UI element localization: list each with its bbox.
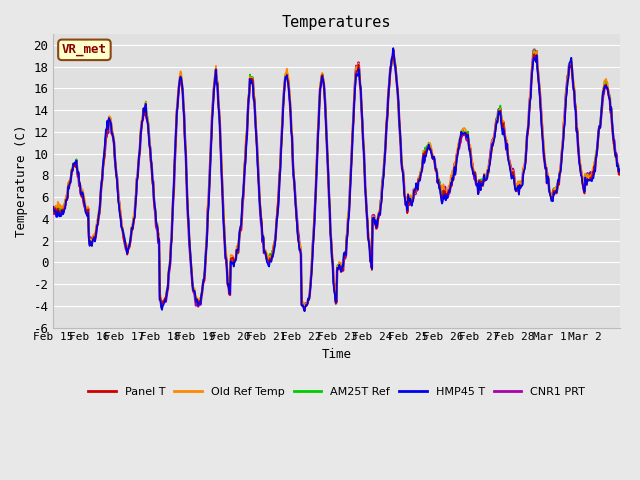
Old Ref Temp [220,219,228,225]
Y-axis label: Temperature (C): Temperature (C) [15,124,28,237]
Old Ref Temp [116,204,124,210]
AM25T Ref [221,233,228,239]
CNR1 PRT [396,130,404,136]
HMP45 T [616,166,624,172]
CNR1 PRT [116,208,124,214]
CNR1 PRT [616,166,624,171]
X-axis label: Time: Time [322,348,352,361]
HMP45 T [248,80,256,86]
CNR1 PRT [428,150,436,156]
AM25T Ref [396,130,404,135]
CNR1 PRT [301,305,308,311]
Legend: Panel T, Old Ref Temp, AM25T Ref, HMP45 T, CNR1 PRT: Panel T, Old Ref Temp, AM25T Ref, HMP45 … [84,383,589,401]
Panel T [49,209,57,215]
Line: AM25T Ref: AM25T Ref [53,50,620,309]
Old Ref Temp [301,304,308,310]
Panel T [269,246,277,252]
Line: Old Ref Temp: Old Ref Temp [53,49,620,307]
AM25T Ref [531,47,538,53]
Old Ref Temp [616,164,624,170]
Title: Temperatures: Temperatures [282,15,392,30]
AM25T Ref [116,208,124,214]
CNR1 PRT [220,227,228,233]
Panel T [248,76,256,82]
AM25T Ref [616,166,624,172]
Old Ref Temp [269,243,277,249]
HMP45 T [397,140,404,145]
CNR1 PRT [49,208,57,214]
Panel T [301,308,308,314]
Old Ref Temp [248,75,256,81]
Panel T [389,47,397,53]
Panel T [116,211,124,217]
CNR1 PRT [269,245,277,251]
AM25T Ref [158,306,166,312]
Old Ref Temp [397,135,404,141]
AM25T Ref [249,74,257,80]
HMP45 T [49,204,57,210]
Line: HMP45 T: HMP45 T [53,48,620,311]
Panel T [397,140,404,146]
Old Ref Temp [429,152,436,157]
HMP45 T [429,156,436,161]
HMP45 T [116,213,124,218]
Text: VR_met: VR_met [62,43,107,56]
Old Ref Temp [389,46,397,52]
AM25T Ref [271,240,278,245]
CNR1 PRT [531,47,538,52]
HMP45 T [269,251,277,256]
AM25T Ref [49,205,57,211]
Panel T [429,154,436,160]
CNR1 PRT [248,75,256,81]
HMP45 T [301,308,308,314]
AM25T Ref [428,150,436,156]
Line: Panel T: Panel T [53,50,620,311]
Old Ref Temp [49,204,57,209]
Line: CNR1 PRT: CNR1 PRT [53,49,620,308]
Panel T [220,224,228,229]
HMP45 T [220,229,228,235]
Panel T [616,169,624,175]
HMP45 T [389,45,397,51]
